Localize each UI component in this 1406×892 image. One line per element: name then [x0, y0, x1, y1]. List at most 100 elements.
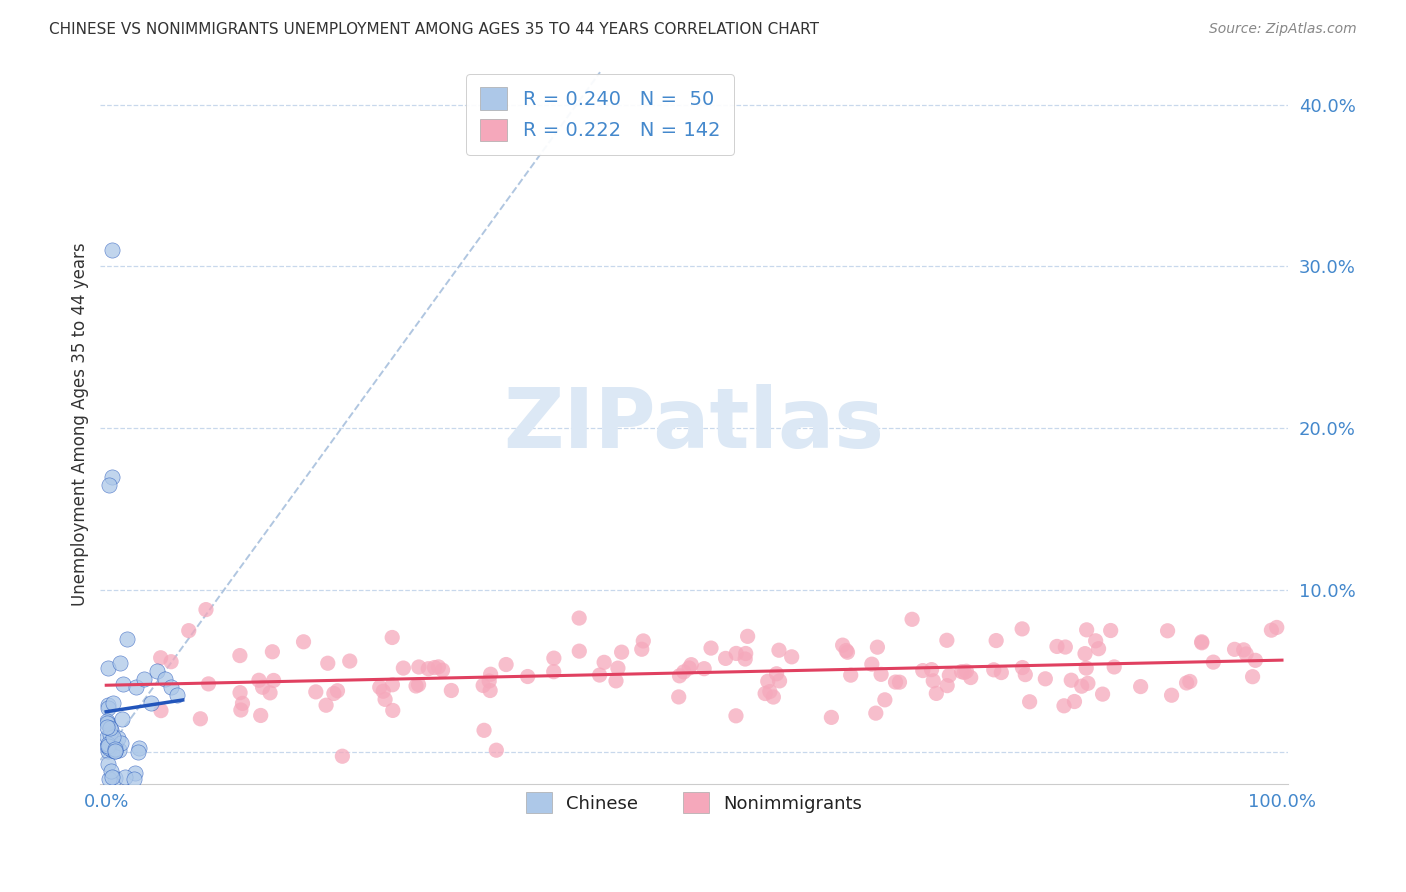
Point: [593, 656, 616, 670]
Point: [884, 675, 907, 690]
Point: [901, 612, 924, 626]
Point: [149, 650, 172, 665]
Point: [117, 632, 139, 646]
Point: [922, 673, 945, 688]
Point: [146, 664, 169, 678]
Point: [866, 640, 889, 655]
Point: [112, 677, 135, 691]
Point: [111, 712, 134, 726]
Point: [101, 244, 124, 258]
Point: [1099, 624, 1122, 638]
Point: [1063, 694, 1085, 708]
Point: [263, 673, 285, 688]
Point: [96, 714, 118, 728]
Point: [96, 739, 118, 754]
Point: [315, 698, 337, 713]
Point: [373, 684, 395, 698]
Point: [1223, 642, 1246, 657]
Point: [98, 727, 121, 741]
Point: [568, 644, 591, 658]
Point: [160, 655, 183, 669]
Point: [756, 674, 779, 689]
Point: [762, 690, 785, 704]
Point: [229, 703, 252, 717]
Point: [693, 662, 716, 676]
Point: [1070, 679, 1092, 693]
Point: [725, 647, 748, 661]
Point: [759, 684, 782, 698]
Point: [107, 742, 129, 756]
Point: [700, 641, 723, 656]
Point: [110, 656, 132, 670]
Point: [440, 683, 463, 698]
Point: [950, 665, 973, 679]
Point: [247, 673, 270, 688]
Point: [1244, 653, 1267, 667]
Point: [316, 657, 339, 671]
Point: [737, 629, 759, 643]
Point: [668, 690, 690, 704]
Point: [610, 645, 633, 659]
Point: [516, 669, 538, 683]
Point: [262, 645, 284, 659]
Point: [870, 667, 893, 681]
Point: [835, 643, 858, 657]
Point: [96, 716, 118, 731]
Point: [98, 721, 121, 735]
Point: [1265, 620, 1288, 634]
Text: Source: ZipAtlas.com: Source: ZipAtlas.com: [1209, 22, 1357, 37]
Point: [495, 657, 517, 672]
Point: [381, 703, 404, 717]
Point: [124, 681, 146, 695]
Point: [1011, 660, 1033, 674]
Point: [472, 723, 495, 738]
Point: [252, 680, 274, 694]
Point: [568, 611, 591, 625]
Point: [768, 643, 790, 657]
Point: [1191, 636, 1213, 650]
Point: [101, 470, 124, 484]
Point: [765, 666, 787, 681]
Point: [96, 730, 118, 744]
Point: [1077, 676, 1099, 690]
Point: [1087, 641, 1109, 656]
Point: [132, 672, 155, 686]
Y-axis label: Unemployment Among Ages 35 to 44 years: Unemployment Among Ages 35 to 44 years: [72, 243, 89, 606]
Point: [1175, 676, 1198, 690]
Point: [259, 686, 281, 700]
Point: [935, 633, 957, 648]
Point: [543, 651, 565, 665]
Point: [1160, 688, 1182, 702]
Point: [925, 686, 948, 700]
Point: [1053, 698, 1076, 713]
Point: [714, 651, 737, 665]
Point: [1102, 660, 1125, 674]
Point: [1202, 655, 1225, 669]
Point: [479, 667, 502, 681]
Point: [418, 662, 440, 676]
Point: [104, 772, 127, 786]
Point: [485, 743, 508, 757]
Point: [229, 648, 252, 663]
Point: [1091, 687, 1114, 701]
Point: [936, 679, 959, 693]
Point: [630, 642, 652, 657]
Point: [889, 675, 911, 690]
Point: [149, 704, 172, 718]
Point: [177, 624, 200, 638]
Point: [104, 742, 127, 756]
Point: [938, 668, 960, 682]
Point: [911, 664, 934, 678]
Point: [326, 683, 349, 698]
Point: [101, 770, 124, 784]
Point: [107, 731, 129, 745]
Point: [97, 478, 120, 492]
Point: [97, 701, 120, 715]
Point: [97, 716, 120, 731]
Point: [668, 669, 690, 683]
Point: [110, 736, 132, 750]
Point: [427, 660, 450, 674]
Point: [96, 720, 118, 734]
Point: [605, 673, 627, 688]
Point: [197, 677, 219, 691]
